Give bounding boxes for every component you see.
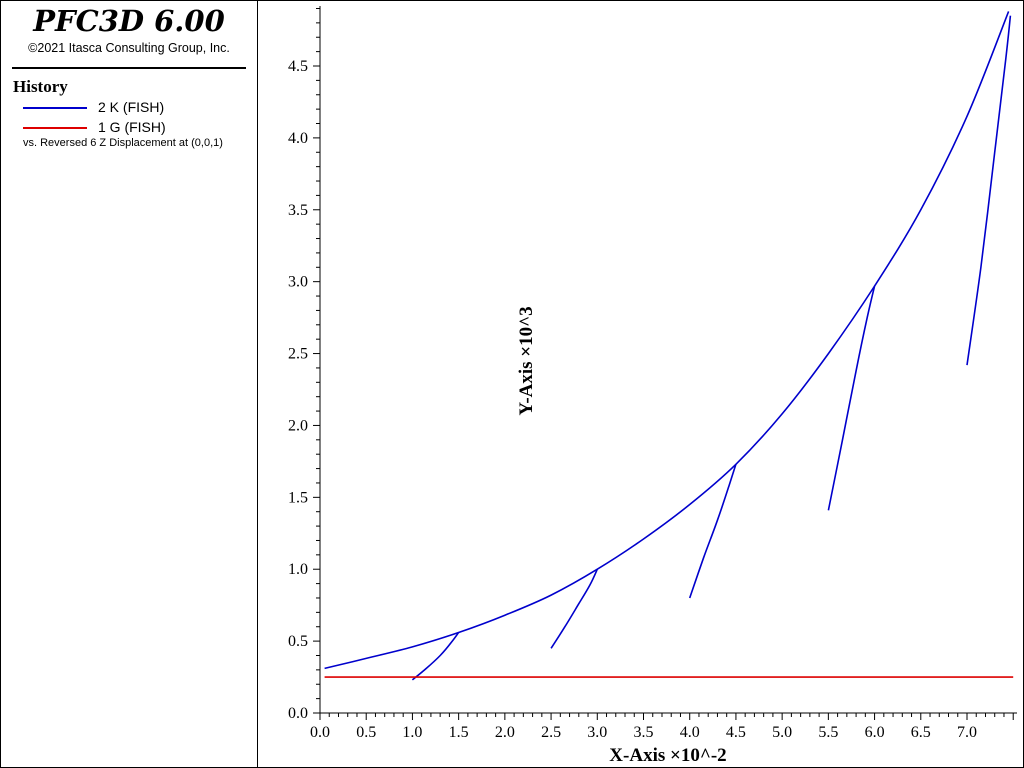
legend-divider bbox=[12, 67, 246, 69]
y-tick-label: 2.5 bbox=[288, 346, 308, 363]
series-line-segment bbox=[550, 568, 599, 649]
series-2k bbox=[324, 11, 1012, 681]
x-axis-title: X-Axis ×10^-2 bbox=[609, 745, 726, 766]
y-tick-label: 1.0 bbox=[288, 561, 308, 578]
x-tick-label: 6.5 bbox=[911, 724, 931, 741]
series-line-segment bbox=[411, 632, 460, 681]
legend-label-1g: 1 G (FISH) bbox=[98, 119, 166, 135]
history-heading: History bbox=[13, 77, 68, 96]
x-tick-label: 7.0 bbox=[957, 724, 977, 741]
y-tick-label: 3.5 bbox=[288, 202, 308, 219]
axes bbox=[319, 6, 1017, 714]
x-tick-label: 6.0 bbox=[865, 724, 885, 741]
tick-marks bbox=[313, 7, 1014, 720]
y-tick-label: 2.0 bbox=[288, 417, 308, 434]
x-tick-label: 4.0 bbox=[680, 724, 700, 741]
series-line-segment bbox=[688, 464, 737, 599]
y-tick-label: 4.5 bbox=[288, 58, 308, 75]
y-tick-label: 4.0 bbox=[288, 130, 308, 147]
series-line-segment bbox=[966, 15, 1012, 366]
history-chart: 0.0 0.5 1.0 1.5 2.0 2.5 3.0 3.5 4.0 4.5 5.0 5.5 6.0 6… bbox=[288, 6, 1017, 766]
x-tick-label: 4.5 bbox=[726, 724, 746, 741]
x-tick-label: 5.0 bbox=[772, 724, 792, 741]
x-tick-label: 5.5 bbox=[818, 724, 838, 741]
x-tick-label: 2.0 bbox=[495, 724, 515, 741]
x-tick-label: 0.5 bbox=[356, 724, 376, 741]
y-tick-label: 3.0 bbox=[288, 274, 308, 291]
series-line-segment bbox=[827, 285, 876, 511]
x-axis-source-label: vs. Reversed 6 Z Displacement at (0,0,1) bbox=[23, 137, 223, 149]
legend-swatch-blue bbox=[23, 107, 87, 109]
x-tick-label: 0.0 bbox=[310, 724, 330, 741]
y-tick-label: 0.5 bbox=[288, 633, 308, 650]
y-tick-label: 0.0 bbox=[288, 705, 308, 722]
tick-labels: 0.0 0.5 1.0 1.5 2.0 2.5 3.0 3.5 4.0 4.5 5.0 5.5 6.0 6… bbox=[288, 58, 977, 741]
x-tick-label: 1.5 bbox=[449, 724, 469, 741]
series-line-segment bbox=[324, 11, 1010, 670]
x-tick-label: 2.5 bbox=[541, 724, 561, 741]
series-layer bbox=[324, 11, 1014, 681]
x-tick-label: 1.0 bbox=[402, 724, 422, 741]
legend-panel: PFC3D 6.00 ©2021 Itasca Consulting Group… bbox=[1, 1, 258, 767]
copyright-text: ©2021 Itasca Consulting Group, Inc. bbox=[28, 41, 230, 55]
y-tick-label: 1.5 bbox=[288, 489, 308, 506]
y-axis-title: Y-Axis ×10^3 bbox=[516, 306, 537, 415]
legend-label-2k: 2 K (FISH) bbox=[98, 99, 165, 115]
x-tick-label: 3.5 bbox=[634, 724, 654, 741]
x-tick-label: 3.0 bbox=[587, 724, 607, 741]
legend-swatch-red bbox=[23, 127, 87, 129]
app-title: PFC3D 6.00 bbox=[33, 4, 225, 38]
